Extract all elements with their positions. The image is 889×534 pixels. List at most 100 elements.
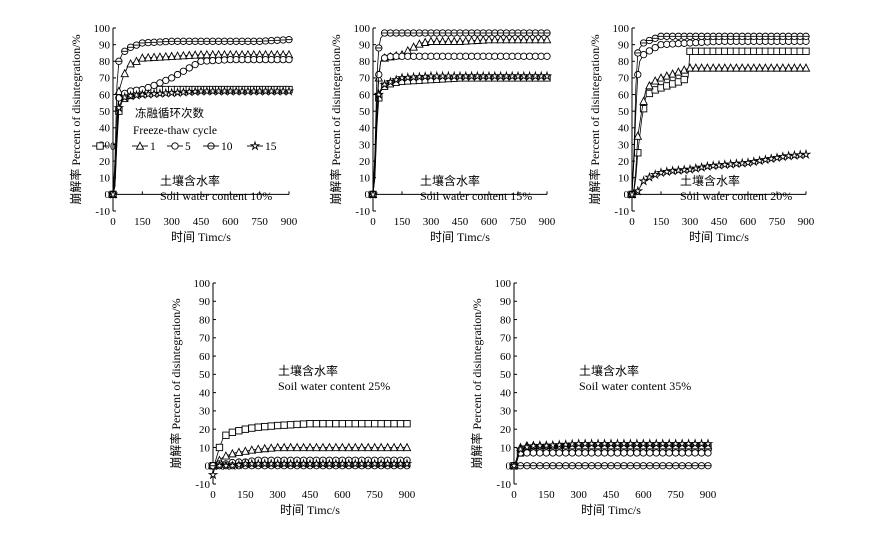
data-point (537, 29, 545, 37)
legend-label: 5 (185, 141, 191, 153)
data-point (784, 32, 793, 40)
series-15 (207, 458, 413, 480)
x-tick-label: 0 (110, 216, 116, 228)
series-15 (367, 70, 553, 199)
data-point (568, 462, 576, 470)
series-5 (369, 52, 551, 199)
data-point (655, 167, 667, 178)
data-point (337, 442, 347, 452)
data-point (285, 55, 293, 64)
y-tick-label: 40 (500, 387, 512, 399)
data-point (691, 462, 699, 470)
data-point (479, 29, 487, 37)
data-point (784, 63, 793, 72)
data-point (515, 443, 526, 454)
data-point (714, 63, 724, 72)
data-point (513, 34, 523, 44)
data-point (549, 449, 557, 457)
data-point (331, 442, 341, 452)
y-tick-label: -10 (496, 479, 511, 491)
data-point (305, 442, 315, 452)
y-tick-label: 60 (618, 89, 630, 101)
data-point (541, 70, 553, 81)
data-point (633, 131, 643, 140)
data-point (461, 36, 471, 45)
data-point (536, 449, 544, 457)
data-point (626, 188, 638, 199)
data-point (731, 158, 742, 169)
y-tick-label: 30 (500, 406, 512, 418)
data-point (632, 185, 644, 196)
data-point (748, 156, 760, 167)
y-tick-label: 50 (359, 106, 371, 118)
data-point (233, 459, 245, 470)
y-tick-label: 100 (495, 278, 512, 290)
series-5 (510, 449, 712, 470)
data-point (707, 160, 719, 171)
data-point (173, 51, 182, 60)
data-point (167, 51, 177, 60)
data-point (380, 54, 389, 62)
data-point (312, 420, 321, 428)
data-point (113, 102, 125, 113)
data-point (318, 442, 328, 452)
y-tick-label: 70 (99, 73, 111, 85)
data-point (226, 37, 234, 45)
y-tick-label: 20 (359, 156, 371, 168)
x-tick-label: 900 (399, 489, 416, 501)
y-tick-label: 90 (99, 39, 111, 51)
data-point (678, 164, 690, 175)
data-point (702, 160, 713, 171)
data-point (478, 35, 488, 44)
data-point (543, 29, 551, 37)
data-point (581, 462, 589, 470)
data-point (241, 425, 249, 433)
legend-entry-0: 0 (92, 141, 116, 153)
data-point (261, 422, 269, 431)
y-tick-label: 50 (618, 106, 630, 118)
data-point (179, 67, 188, 75)
y-tick-label: 80 (618, 56, 630, 68)
soil-water-label-cn: 土壤含水率 (579, 363, 639, 378)
data-point (713, 159, 725, 170)
y-axis-label: 崩解率 Percent of disintegration/% (68, 34, 83, 204)
soil-water-label-cn: 土壤含水率 (680, 173, 740, 188)
data-point (363, 442, 373, 452)
data-point (626, 462, 635, 470)
x-tick-label: 600 (481, 216, 498, 228)
y-tick-label: -10 (355, 206, 370, 218)
x-tick-label: 750 (667, 489, 684, 501)
data-point (521, 441, 533, 452)
data-point (156, 79, 164, 87)
data-point (736, 157, 748, 168)
data-point (126, 58, 135, 68)
legend-title-cn: 冻融循环次数 (135, 106, 204, 120)
data-point (379, 78, 390, 90)
series-10 (510, 462, 712, 470)
data-point (703, 63, 712, 72)
data-point (766, 63, 776, 72)
y-tick-label: 90 (199, 296, 211, 308)
data-point (645, 80, 654, 90)
y-tick-label: 10 (359, 173, 371, 185)
y-tick-label: 100 (94, 23, 111, 35)
data-point (765, 153, 777, 164)
x-axis-label: 时间 Timc/s (430, 230, 490, 244)
data-point (299, 442, 308, 452)
data-point (726, 63, 735, 72)
data-point (227, 460, 238, 471)
x-tick-label: 0 (370, 216, 376, 228)
data-point (253, 444, 263, 453)
x-tick-label: 900 (539, 216, 556, 228)
x-tick-label: 0 (210, 489, 216, 501)
data-point (657, 32, 665, 40)
soil-water-label-en: Soil water content 35% (579, 379, 691, 393)
data-point (364, 420, 372, 428)
data-point (690, 162, 702, 173)
y-tick-label: 100 (194, 278, 211, 290)
x-tick-label: 600 (222, 216, 239, 228)
series-0 (209, 420, 411, 470)
